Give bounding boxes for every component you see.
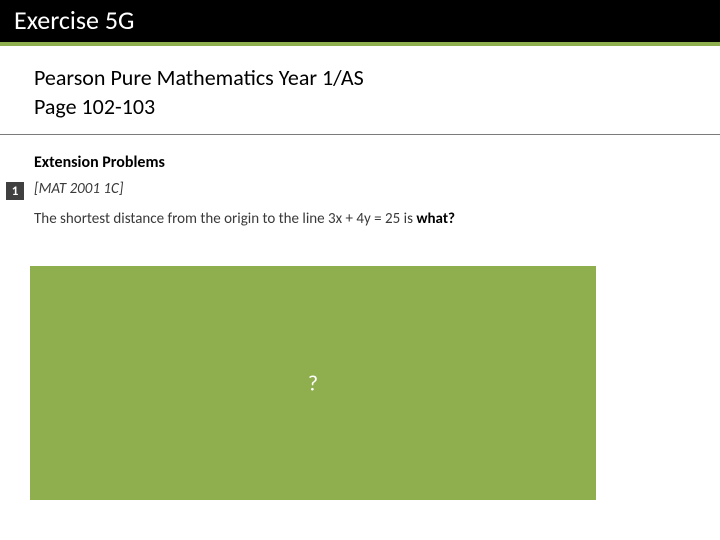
slide: Exercise 5G Pearson Pure Mathematics Yea… <box>0 0 720 540</box>
question-mid: is <box>400 210 416 228</box>
problem-question: The shortest distance from the origin to… <box>34 210 720 228</box>
reference-block: Pearson Pure Mathematics Year 1/AS Page … <box>0 46 720 134</box>
answer-placeholder: ? <box>308 370 318 397</box>
problem-1: 1 [MAT 2001 1C] The shortest distance fr… <box>34 180 720 228</box>
extension-block: Extension Problems 1 [MAT 2001 1C] The s… <box>0 135 720 228</box>
problem-source: [MAT 2001 1C] <box>34 180 720 198</box>
answer-reveal-box[interactable]: ? <box>30 266 596 500</box>
problem-number-badge: 1 <box>6 182 24 200</box>
slide-title: Exercise 5G <box>14 4 706 36</box>
reference-line-1: Pearson Pure Mathematics Year 1/AS <box>34 64 720 91</box>
extension-heading: Extension Problems <box>34 153 720 172</box>
question-equation: 3x + 4y = 25 <box>328 210 400 228</box>
question-suffix: what? <box>416 210 455 228</box>
reference-line-2: Page 102-103 <box>34 93 720 120</box>
question-prefix: The shortest distance from the origin to… <box>34 210 328 228</box>
title-bar: Exercise 5G <box>0 0 720 46</box>
